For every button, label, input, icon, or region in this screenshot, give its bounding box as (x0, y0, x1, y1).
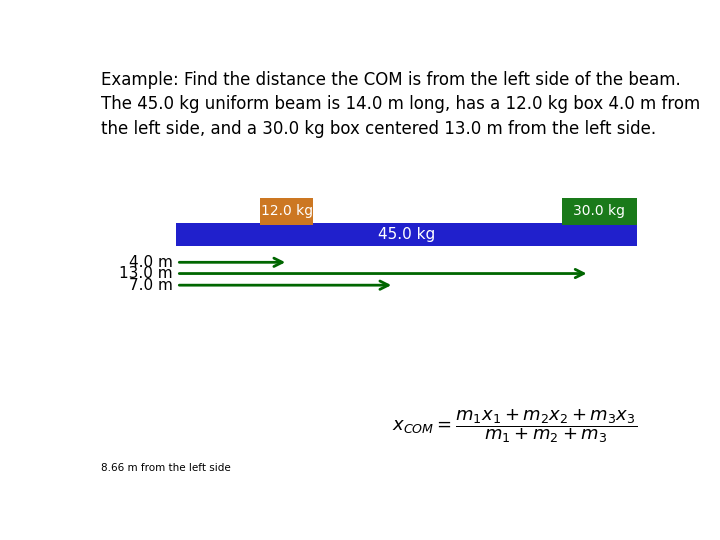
Text: 4.0 m: 4.0 m (129, 255, 173, 270)
Bar (562, 198, 637, 225)
Text: 12.0 kg: 12.0 kg (261, 204, 312, 218)
Text: 7.0 m: 7.0 m (129, 278, 173, 293)
Text: 45.0 kg: 45.0 kg (378, 227, 436, 242)
Text: 13.0 m: 13.0 m (119, 266, 173, 281)
Text: 8.66 m from the left side: 8.66 m from the left side (101, 463, 231, 473)
Text: Example: Find the distance the COM is from the left side of the beam.
The 45.0 k: Example: Find the distance the COM is fr… (101, 71, 701, 138)
Bar (260, 198, 313, 225)
Text: 30.0 kg: 30.0 kg (573, 204, 625, 218)
Text: $x_{COM} = \dfrac{m_1 x_1 + m_2 x_2 + m_3 x_3}{m_1 + m_2 + m_3}$: $x_{COM} = \dfrac{m_1 x_1 + m_2 x_2 + m_… (392, 408, 636, 445)
Bar (176, 223, 636, 246)
